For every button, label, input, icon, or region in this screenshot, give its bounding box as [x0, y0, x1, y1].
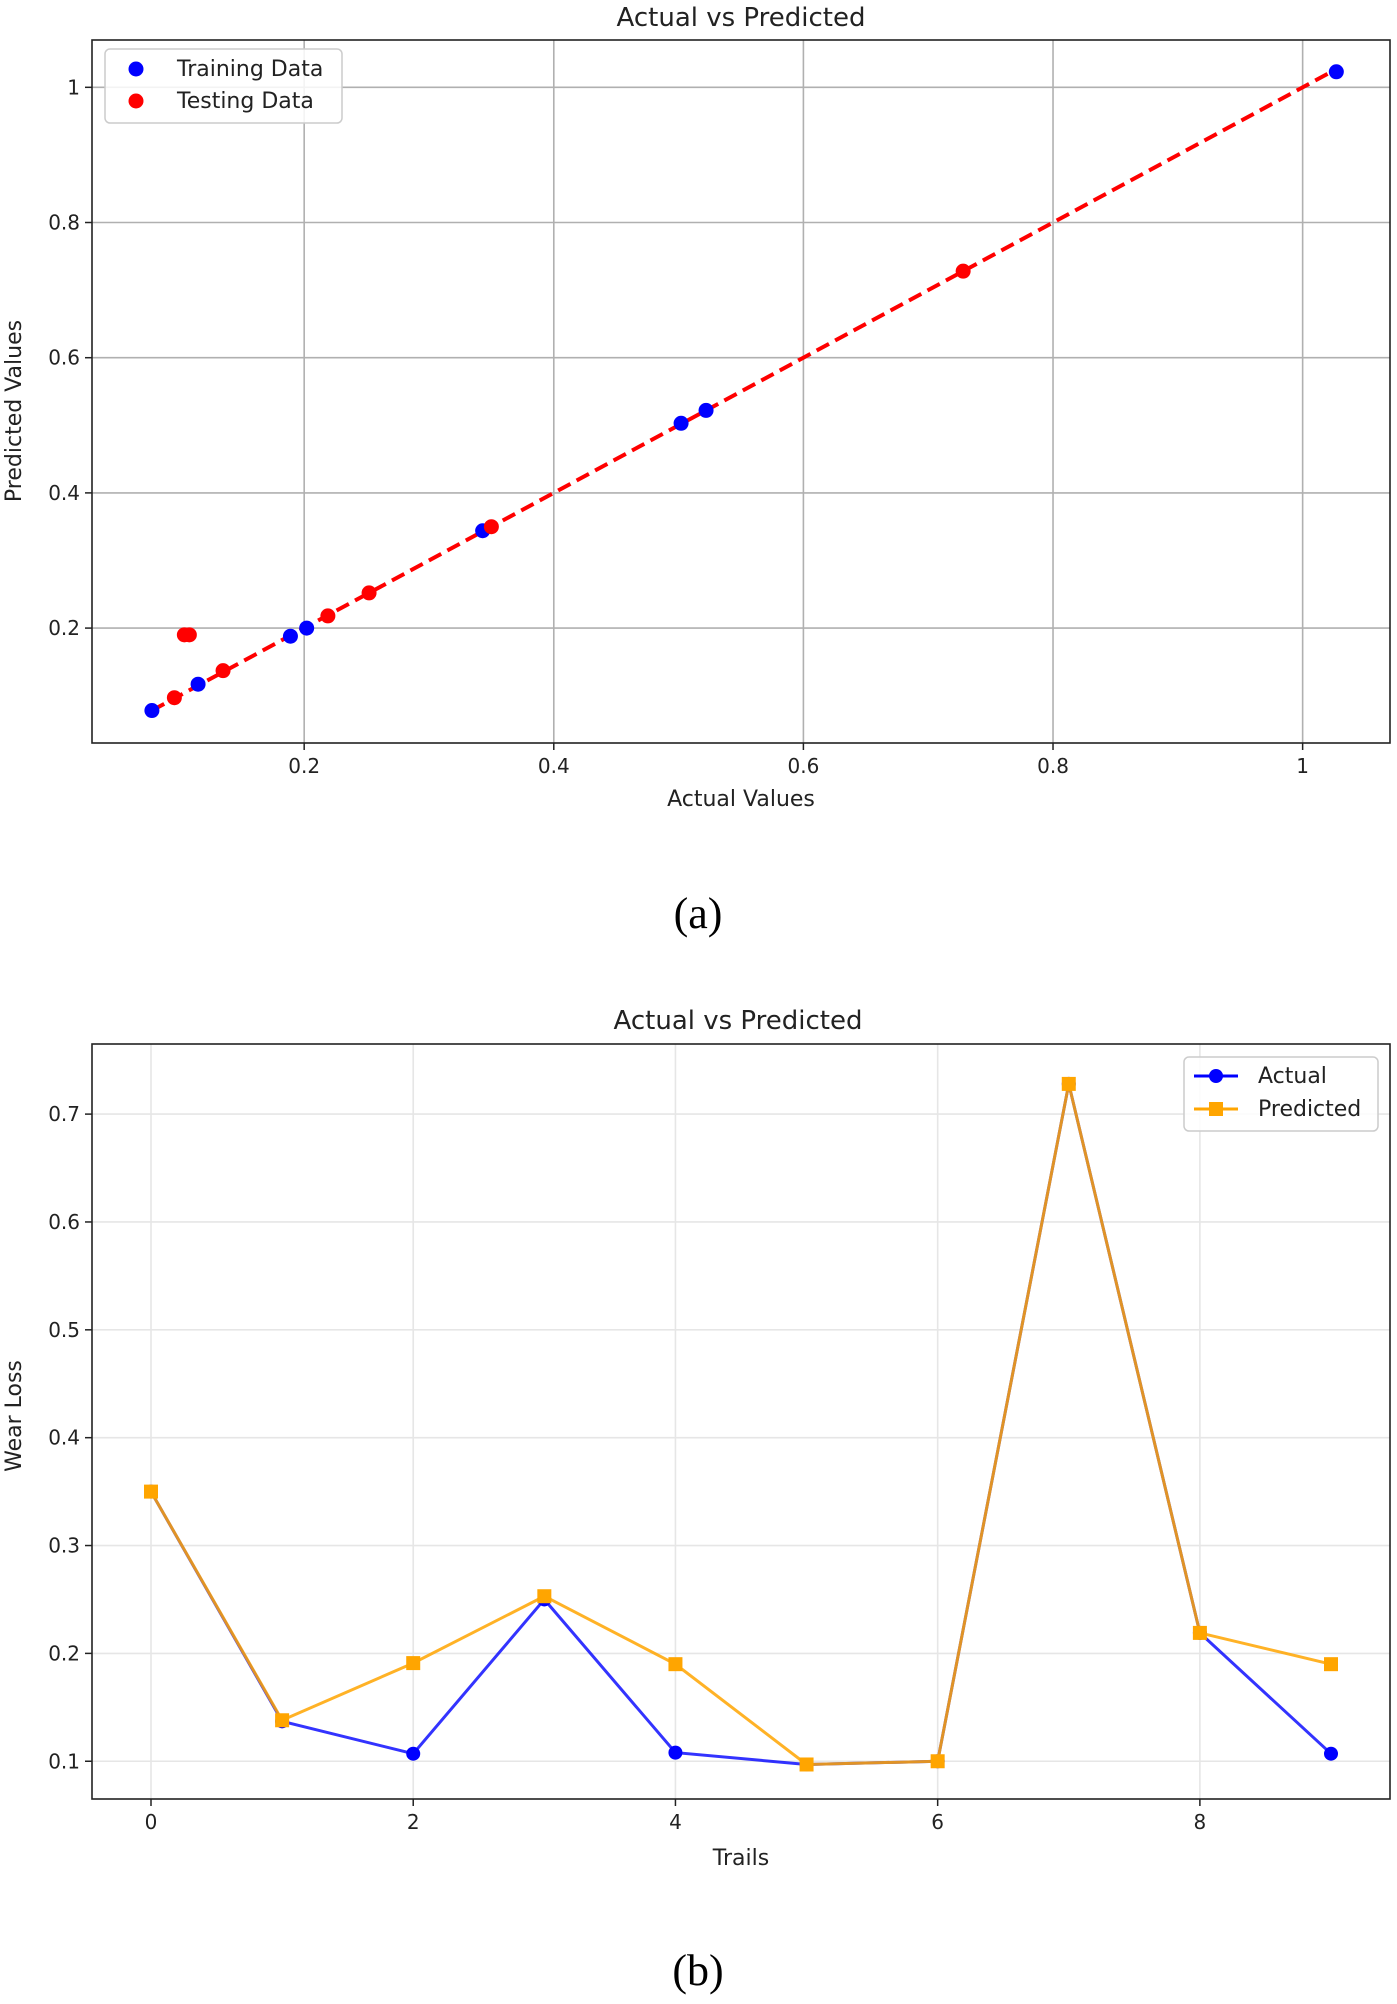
b-predicted-point-7: [1061, 1076, 1076, 1091]
a-testing-point-2: [181, 627, 197, 643]
a-training-point-1: [190, 676, 206, 692]
a-xtick-label-1: 0.4: [538, 754, 570, 778]
b-actual-point-9: [1324, 1746, 1338, 1761]
a-legend-box: [104, 48, 343, 124]
chart-a-scatter: Actual vs Predicted Actual Values Predic…: [2, 3, 1391, 938]
b-xtick-label-3: 6: [931, 1810, 944, 1834]
chart-b-line: Actual vs Predicted Trails Wear Loss (b)…: [2, 1006, 1391, 1995]
a-testing-point-0: [166, 690, 182, 706]
b-ytick-label-6: 0.7: [48, 1102, 80, 1126]
chart-b-title: Actual vs Predicted: [614, 1006, 863, 1036]
b-ytick-label-4: 0.5: [48, 1318, 80, 1342]
a-legend: Training Data Testing Data: [104, 48, 343, 124]
a-training-point-5: [673, 415, 689, 431]
chart-a-caption: (a): [674, 889, 723, 938]
b-xtick-label-0: 0: [145, 1810, 158, 1834]
b-ytick-label-2: 0.3: [48, 1534, 80, 1558]
chart-b-xlabel: Trails: [712, 1846, 769, 1871]
b-predicted-point-0: [144, 1484, 158, 1499]
a-training-point-6: [698, 402, 714, 418]
b-predicted-point-4: [668, 1657, 683, 1672]
b-ytick-label-0: 0.1: [48, 1749, 80, 1773]
b-legend-marker-1: [1209, 1102, 1223, 1116]
a-training-point-0: [144, 703, 160, 719]
b-predicted-point-9: [1324, 1657, 1338, 1672]
chart-b-caption: (b): [672, 1946, 723, 1995]
b-predicted-point-1: [275, 1713, 290, 1728]
b-ytick-label-5: 0.6: [48, 1210, 80, 1234]
chart-a-title: Actual vs Predicted: [617, 3, 866, 33]
a-ytick-label-3: 0.8: [48, 211, 80, 235]
a-testing-point-7: [955, 263, 971, 279]
chart-a-xlabel: Actual Values: [667, 787, 815, 812]
b-predicted-point-5: [799, 1757, 814, 1772]
a-ytick-label-2: 0.6: [48, 346, 80, 370]
b-predicted-line: [149, 1083, 1332, 1766]
a-ytick-label-1: 0.4: [48, 481, 80, 505]
a-xtick-label-4: 1: [1296, 754, 1309, 778]
b-plot-frame: [91, 1043, 1391, 1800]
b-ytick-label-3: 0.4: [48, 1426, 80, 1450]
a-testing-point-3: [215, 663, 231, 679]
b-predicted-point-6: [930, 1754, 945, 1769]
a-legend-label-0: Training Data: [176, 57, 323, 82]
a-testing-point-6: [483, 519, 499, 535]
b-predicted-point-8: [1192, 1625, 1207, 1640]
a-reference-line: [150, 67, 1338, 713]
chart-b-ylabel: Wear Loss: [2, 1360, 27, 1472]
chart-a-ylabel: Predicted Values: [2, 320, 27, 502]
a-testing-point-4: [320, 608, 336, 624]
b-actual-point-2: [406, 1746, 421, 1761]
b-xtick-label-2: 4: [669, 1810, 682, 1834]
a-ytick-label-0: 0.2: [48, 616, 80, 640]
b-actual-point-4: [668, 1745, 683, 1760]
b-legend-marker-0: [1209, 1069, 1223, 1083]
a-training-point-3: [299, 620, 315, 636]
b-xtick-label-1: 2: [407, 1810, 420, 1834]
b-legend-label-1: Predicted: [1258, 1097, 1361, 1122]
b-ytick-label-1: 0.2: [48, 1641, 80, 1665]
a-training-point-7: [1328, 64, 1344, 80]
a-xtick-label-3: 0.8: [1037, 754, 1069, 778]
a-legend-marker-1: [128, 93, 144, 109]
a-plot-frame: [91, 39, 1391, 744]
a-legend-label-1: Testing Data: [176, 89, 314, 114]
b-legend: Actual Predicted: [1183, 1056, 1379, 1132]
a-legend-marker-0: [128, 61, 144, 77]
b-legend-label-0: Actual: [1258, 1064, 1327, 1089]
a-xtick-label-0: 0.2: [288, 754, 320, 778]
a-xtick-label-2: 0.6: [787, 754, 819, 778]
b-predicted-point-3: [537, 1589, 552, 1604]
b-actual-line: [149, 1083, 1333, 1766]
a-testing-point-5: [361, 585, 377, 601]
a-training-point-2: [282, 628, 298, 644]
b-predicted-point-2: [406, 1656, 421, 1671]
a-ytick-label-4: 1: [67, 75, 80, 99]
b-xtick-label-4: 8: [1194, 1810, 1207, 1834]
